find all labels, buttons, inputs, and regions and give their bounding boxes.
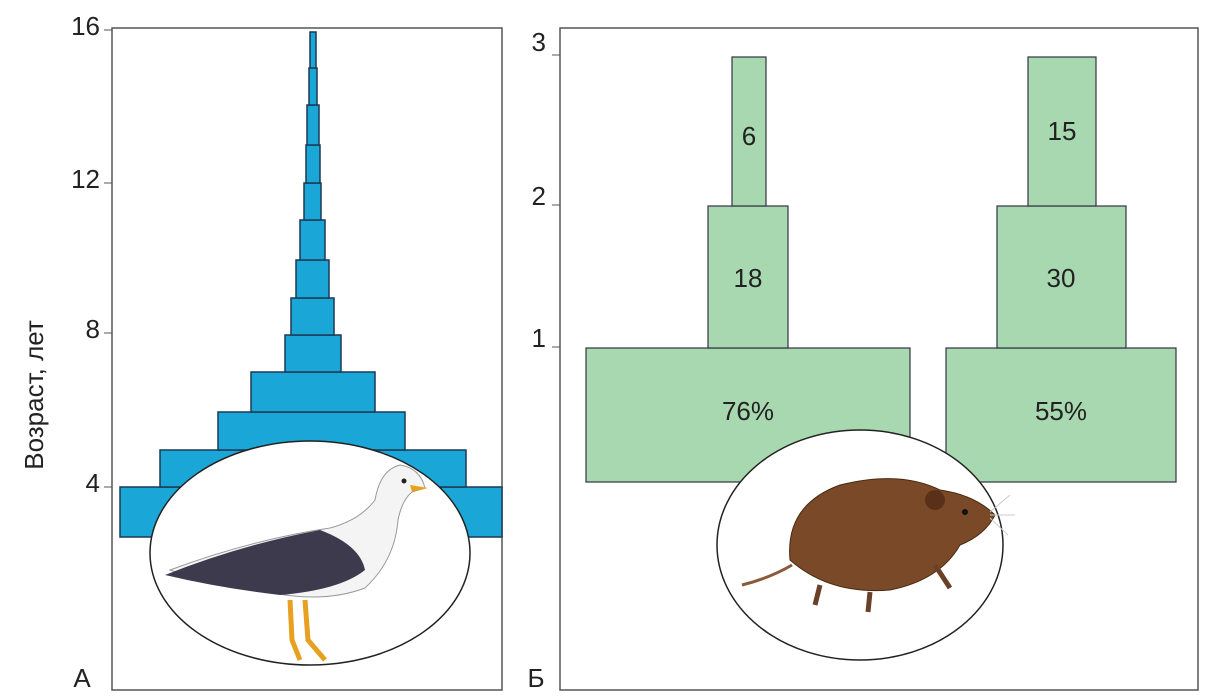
y-tick-label: 2 [532, 181, 546, 211]
y-axis: 3 2 1 [532, 27, 560, 353]
panel-label: А [73, 663, 91, 693]
y-tick-label: 12 [71, 164, 100, 194]
y-axis: 16 12 8 4 Возраст, лет [19, 11, 112, 498]
y-tick-label: 4 [86, 468, 100, 498]
level-value: 15 [1048, 116, 1077, 146]
y-tick-label: 1 [532, 323, 546, 353]
y-tick-label: 3 [532, 27, 546, 57]
level-value: 18 [734, 263, 763, 293]
level-value: 76% [722, 396, 774, 426]
panel-label: Б [527, 663, 544, 693]
y-tick-label: 8 [86, 314, 100, 344]
level-value: 6 [742, 121, 756, 151]
vole-illustration [716, 429, 1015, 661]
gull-illustration [149, 440, 471, 666]
panel-frame [111, 27, 503, 691]
age-pyramid [585, 56, 1177, 483]
y-axis-label: Возраст, лет [19, 320, 49, 470]
level-labels: 76% 18 6 55% 30 15 [722, 116, 1087, 426]
level-value: 55% [1035, 396, 1087, 426]
panel-frame [559, 27, 1199, 691]
y-tick-label: 16 [71, 11, 100, 41]
level-value: 30 [1047, 263, 1076, 293]
